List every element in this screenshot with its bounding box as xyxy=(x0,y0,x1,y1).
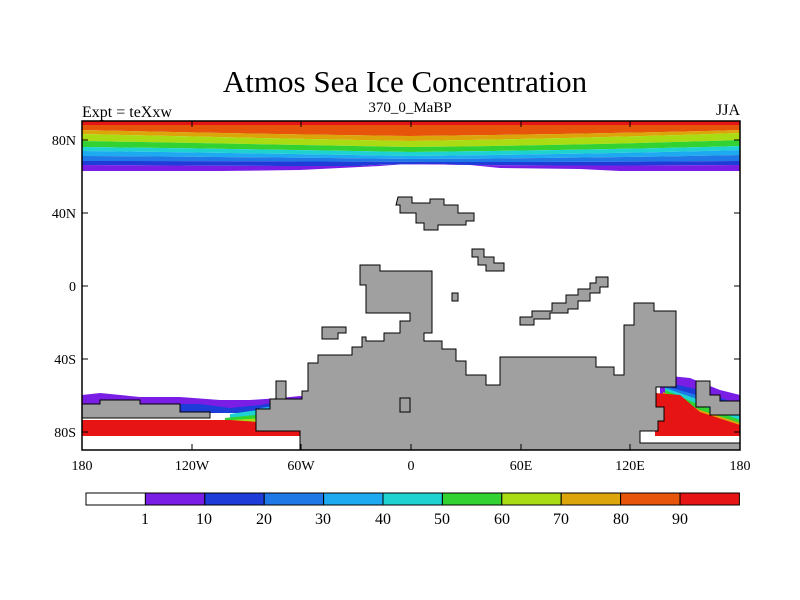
y-tick-label: 80N xyxy=(52,134,76,149)
colorbar-swatch xyxy=(679,492,740,506)
ice-band-90 xyxy=(655,393,740,436)
colorbar-swatch xyxy=(620,492,681,506)
y-tick-label: 40N xyxy=(52,207,76,222)
ice-band-60 xyxy=(82,133,740,147)
land-island-west xyxy=(321,326,347,340)
colorbar-swatch xyxy=(501,492,562,506)
y-tick-label: 80S xyxy=(54,426,76,441)
x-tick-label: 120E xyxy=(615,459,645,474)
map-title: Atmos Sea Ice Concentration xyxy=(223,64,588,99)
colorbar-label: 90 xyxy=(672,511,688,528)
experiment-label: Expt = teXxw xyxy=(82,104,172,121)
colorbar-label: 80 xyxy=(613,511,629,528)
colorbar-swatch xyxy=(144,492,206,506)
colorbar-label: 40 xyxy=(375,511,391,528)
colorbar-swatch xyxy=(441,492,503,506)
ice-band-1 xyxy=(82,163,740,171)
land-antarctic-peninsula xyxy=(275,380,287,400)
ice-band-80 xyxy=(82,125,740,136)
arctic-sea-ice xyxy=(82,121,740,171)
land-island-arc xyxy=(519,276,609,326)
land-gondwana-main xyxy=(255,264,741,451)
x-tick-label: 120W xyxy=(175,459,210,474)
x-tick-label: 60E xyxy=(510,459,533,474)
colorbar-swatch xyxy=(85,492,146,506)
x-tick-label: 180 xyxy=(72,459,93,474)
land-island-small xyxy=(451,292,459,302)
ice-band-10 xyxy=(82,161,740,166)
ice-band-70 xyxy=(82,130,740,141)
colorbar-swatch xyxy=(204,492,265,506)
x-tick-label: 0 xyxy=(408,459,415,474)
colorbar-swatch xyxy=(382,492,443,506)
ice-band-40 xyxy=(82,146,740,156)
land-masses xyxy=(81,196,741,451)
x-tick-label: 180 xyxy=(730,459,751,474)
colorbar-label: 60 xyxy=(494,511,510,528)
y-tick-label: 0 xyxy=(69,280,76,295)
colorbar-label: 30 xyxy=(315,511,331,528)
map-subtitle: 370_0_MaBP xyxy=(368,100,451,116)
x-tick-label: 60W xyxy=(287,459,315,474)
x-tick-labels: 180 120W 60W 0 60E 120E 180 xyxy=(72,459,751,474)
colorbar-swatch xyxy=(323,492,384,506)
axis-ticks xyxy=(81,121,741,450)
colorbar-label: 10 xyxy=(196,511,212,528)
ice-band-50 xyxy=(82,140,740,152)
ice-band-90 xyxy=(82,420,300,436)
land-island-east xyxy=(471,248,505,272)
season-label: JJA xyxy=(716,102,740,119)
land-north-continent xyxy=(395,196,475,231)
ice-band-20 xyxy=(82,155,740,162)
colorbar-label: 20 xyxy=(256,511,272,528)
land-small-block xyxy=(399,397,411,413)
colorbar-label: 1 xyxy=(141,511,149,528)
map-plot-area xyxy=(81,120,741,451)
colorbar-swatch xyxy=(560,492,622,506)
ice-band-30 xyxy=(82,150,740,159)
colorbar-swatch xyxy=(263,492,325,506)
colorbar-label: 50 xyxy=(434,511,450,528)
colorbar-label: 70 xyxy=(553,511,569,528)
land-antarctic-west xyxy=(81,399,211,419)
y-tick-labels: 80N 40N 0 40S 80S xyxy=(52,134,76,441)
colorbar: 1 10 20 30 40 50 60 70 80 90 xyxy=(85,492,740,528)
y-tick-label: 40S xyxy=(54,353,76,368)
